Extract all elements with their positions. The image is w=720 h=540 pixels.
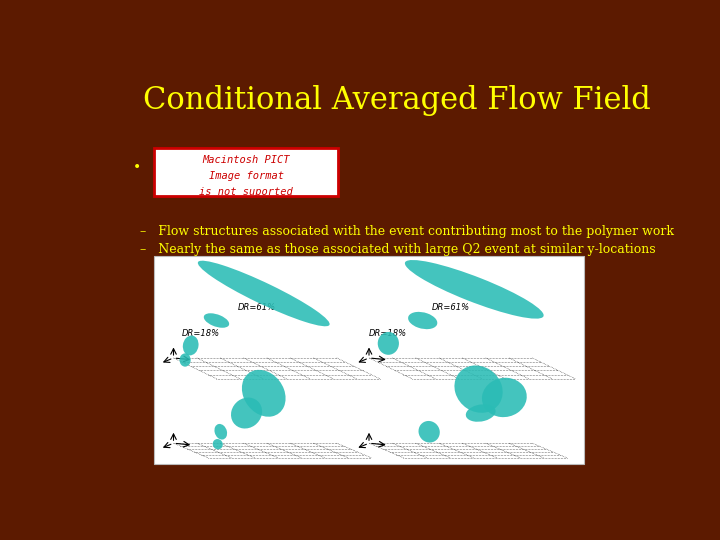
- Text: DR=18%: DR=18%: [182, 329, 220, 338]
- Ellipse shape: [204, 313, 229, 328]
- Text: DR=61%: DR=61%: [431, 303, 469, 312]
- Ellipse shape: [418, 421, 440, 443]
- Ellipse shape: [242, 370, 286, 417]
- Text: –   Nearly the same as those associated with large Q2 event at similar y-locatio: – Nearly the same as those associated wi…: [140, 244, 656, 256]
- Text: –   Flow structures associated with the event contributing most to the polymer w: – Flow structures associated with the ev…: [140, 225, 674, 238]
- FancyBboxPatch shape: [154, 256, 584, 464]
- Text: DR=61%: DR=61%: [238, 303, 276, 312]
- Ellipse shape: [212, 439, 222, 449]
- Ellipse shape: [405, 260, 544, 319]
- Ellipse shape: [198, 261, 330, 326]
- Ellipse shape: [466, 404, 495, 422]
- Ellipse shape: [183, 335, 199, 355]
- FancyBboxPatch shape: [154, 148, 338, 196]
- Ellipse shape: [215, 424, 227, 440]
- Ellipse shape: [231, 397, 262, 429]
- Ellipse shape: [482, 378, 527, 417]
- Text: Image format: Image format: [209, 171, 284, 181]
- Text: Conditional Averaged Flow Field: Conditional Averaged Flow Field: [143, 85, 651, 116]
- Text: Macintosh PICT: Macintosh PICT: [202, 155, 290, 165]
- Ellipse shape: [378, 332, 399, 355]
- Ellipse shape: [179, 353, 191, 367]
- Text: DR=18%: DR=18%: [369, 329, 407, 338]
- Text: is not suported: is not suported: [199, 187, 293, 197]
- Text: •: •: [133, 160, 142, 174]
- Ellipse shape: [408, 312, 437, 329]
- Ellipse shape: [454, 366, 503, 413]
